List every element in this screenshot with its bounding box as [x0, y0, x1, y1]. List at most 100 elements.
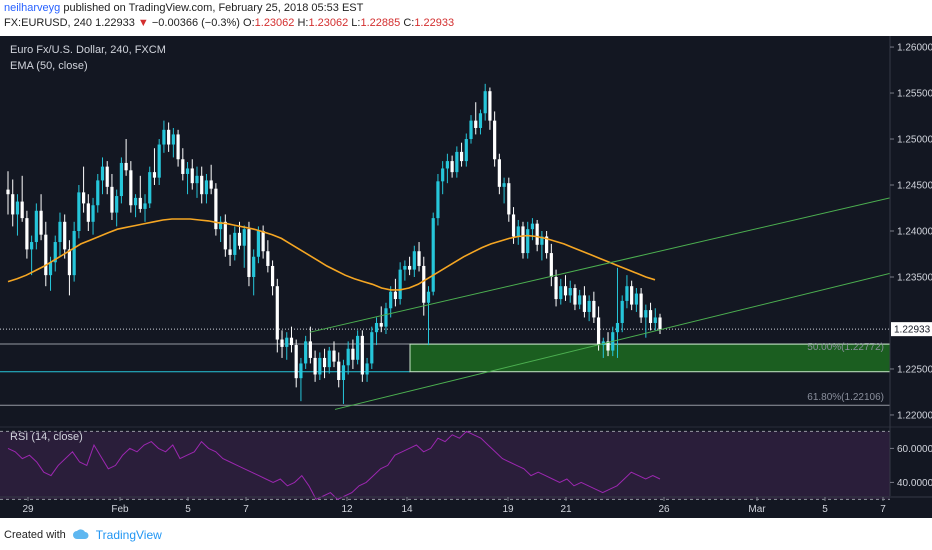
zone-layer [409, 343, 891, 373]
candle-body [6, 189, 10, 195]
candle-body [540, 236, 544, 245]
tradingview-brand[interactable]: TradingView [95, 528, 162, 542]
price-tick-label: 1.25500 [897, 89, 932, 100]
candle-body [252, 256, 256, 277]
candle-body [242, 229, 246, 246]
candle-body [77, 192, 81, 231]
candle-body [195, 175, 199, 184]
candle-body [53, 242, 57, 263]
price-tick-label: 1.23500 [897, 272, 932, 283]
candle-body [119, 162, 123, 197]
candle-body [219, 221, 223, 230]
candle-body [185, 168, 190, 174]
candle-body [639, 293, 643, 318]
candle-body [469, 120, 473, 140]
low-label: L: [351, 17, 361, 29]
candle-body [30, 242, 34, 250]
last-price-badge [891, 322, 932, 337]
candle-body [313, 357, 317, 375]
candle-body [48, 262, 53, 276]
candle-body [176, 134, 180, 160]
candle-body [247, 229, 251, 277]
candle-body [516, 226, 520, 237]
candle-body [190, 168, 194, 184]
axis-layer: 1.26000 1.25500 1.25000 1.24500 1.24000 1.235… [0, 36, 932, 515]
price-tick-label: 1.24500 [897, 181, 932, 192]
candle-body [379, 322, 383, 327]
rsi-tick-label: 40.0000 [897, 478, 932, 489]
chart-frame[interactable]: 1.26000 1.25500 1.25000 1.24500 1.24000 1.235… [0, 36, 932, 518]
candle-body [209, 180, 213, 189]
candle-body [412, 251, 416, 270]
published-text: published on TradingView.com, February 2… [63, 2, 364, 14]
price-tick-label: 1.25000 [897, 135, 932, 146]
time-tick-label: 7 [243, 504, 249, 515]
symbol-label: FX:EURUSD, 240 [4, 17, 93, 29]
change-value: −0.00366 (−0.3%) [151, 17, 240, 29]
overlays [7, 197, 891, 410]
high-label: H: [297, 17, 309, 29]
candle-body [526, 229, 530, 254]
candle-body [644, 310, 648, 318]
candle-body [530, 223, 535, 230]
tradingview-logo-icon [72, 529, 89, 539]
candles [6, 83, 662, 404]
ema-line [7, 218, 656, 291]
candle-body [441, 168, 445, 182]
author-link[interactable]: neilharveyg [4, 2, 61, 14]
support-zone [409, 343, 891, 373]
open-label: O: [243, 17, 255, 29]
candle-body [464, 139, 468, 162]
price-tick-label: 1.22000 [897, 410, 932, 421]
open-value: 1.23062 [254, 17, 295, 29]
channel-upper-line [309, 197, 891, 333]
candle-body [299, 363, 303, 379]
candle-body [393, 291, 398, 300]
candle-body [261, 231, 265, 252]
candle-body [493, 120, 497, 160]
candle-body [332, 350, 336, 362]
candle-body [280, 339, 284, 347]
candle-body [152, 172, 157, 178]
candle-body [223, 221, 227, 250]
candle-body [138, 197, 142, 209]
candle-body [285, 337, 289, 347]
candle-body [563, 286, 568, 296]
candle-body [549, 253, 553, 277]
price-tick-label: 1.22500 [897, 364, 932, 375]
candle-body [384, 308, 388, 327]
candle-body [200, 175, 204, 195]
candle-body [398, 269, 402, 300]
candle-body [294, 345, 298, 379]
rsi-line [7, 430, 661, 501]
candle-body [148, 172, 152, 204]
candle-body [157, 144, 161, 178]
candle-body [648, 310, 653, 323]
candle-body [346, 348, 350, 366]
time-tick-label: 7 [880, 504, 886, 515]
candle-body [270, 265, 275, 287]
candle-body [96, 180, 100, 206]
candle-body [445, 161, 449, 169]
high-value: 1.23062 [308, 17, 349, 29]
candle-body [105, 166, 109, 187]
candle-body [63, 221, 67, 250]
close-label: C: [403, 17, 415, 29]
candle-body [507, 183, 511, 215]
candle-body [256, 231, 261, 257]
candle-body [389, 291, 393, 309]
candle-body [72, 231, 76, 276]
candle-body [181, 159, 185, 174]
candle-body [658, 317, 662, 330]
candle-body [115, 196, 119, 213]
candle-body [502, 183, 506, 187]
time-tick-label: Feb [111, 504, 129, 515]
low-value: 1.22885 [360, 17, 401, 29]
ohlc-line: FX:EURUSD, 240 1.22933 ▼ −0.00366 (−0.3%… [4, 17, 454, 29]
candle-body [596, 317, 601, 346]
candle-body [39, 210, 43, 235]
price-chart[interactable]: 1.26000 1.25500 1.25000 1.24500 1.24000 1.235… [0, 36, 932, 518]
candle-body [573, 288, 577, 305]
candle-body [620, 300, 624, 323]
candle-body [360, 335, 364, 375]
